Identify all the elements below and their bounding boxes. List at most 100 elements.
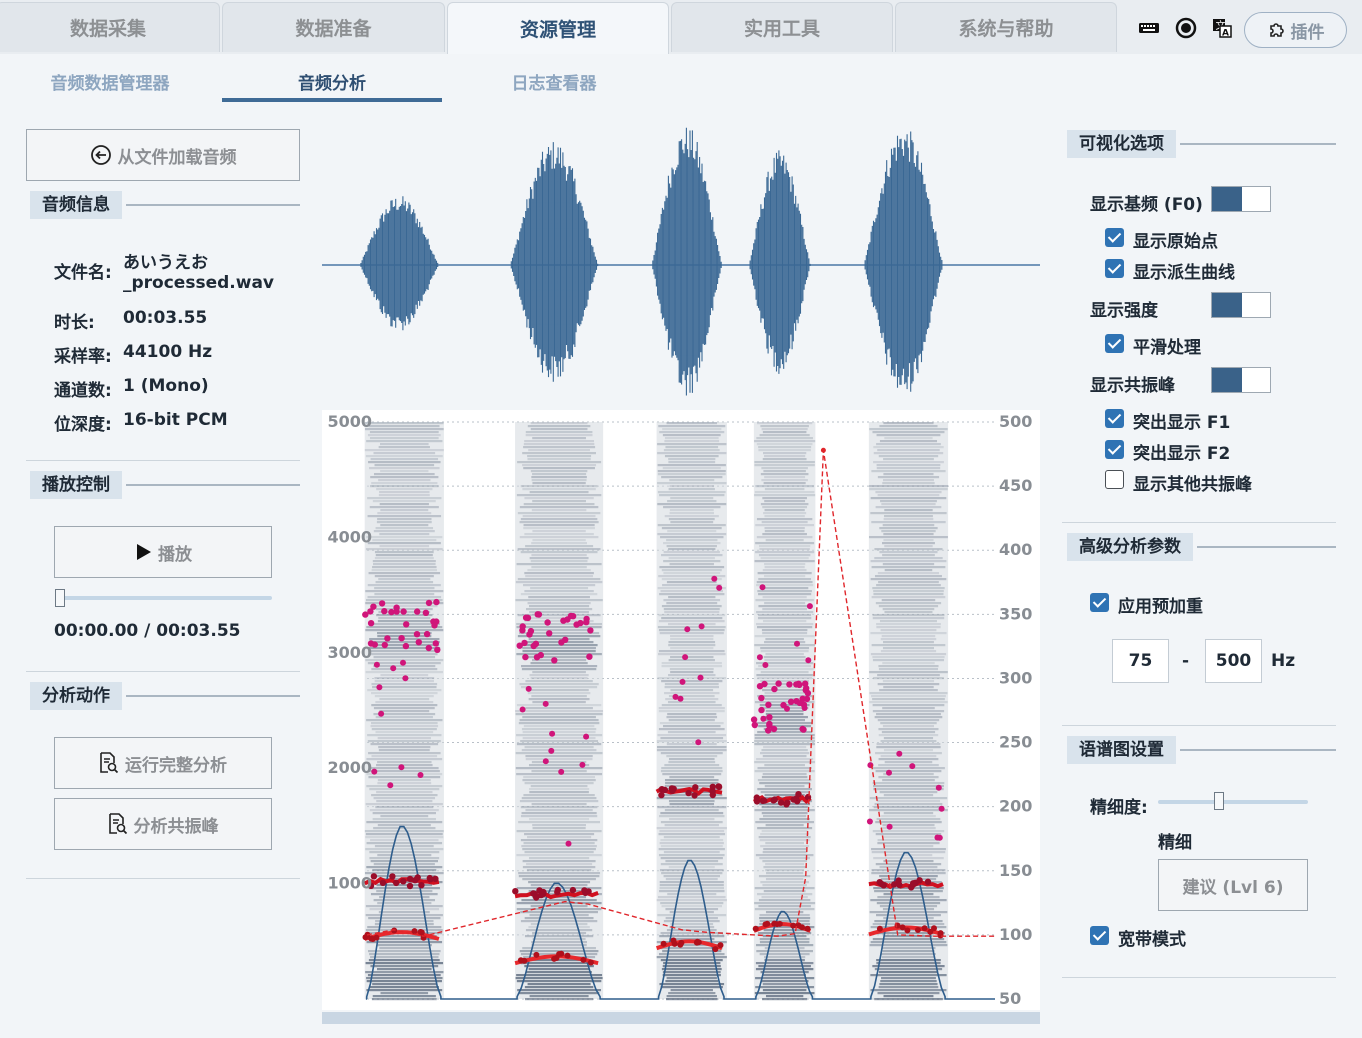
analyze-formants-button[interactable]: 分析共振峰	[54, 798, 272, 850]
run-full-analysis-button[interactable]: 运行完整分析	[54, 737, 272, 789]
plugin-button[interactable]: 插件	[1244, 12, 1347, 48]
show-raw-label: 显示原始点	[1133, 232, 1218, 252]
load-audio-button[interactable]: 从文件加载音频	[26, 129, 300, 181]
suggest-button[interactable]: 建议 (Lvl 6)	[1158, 859, 1308, 911]
waveform-segment	[652, 127, 722, 396]
tab-resource-management[interactable]: 资源管理	[447, 2, 669, 54]
divider	[1062, 725, 1336, 726]
divider	[1062, 522, 1336, 523]
translate-icon[interactable]: 文 A	[1211, 17, 1233, 39]
right-axis-tick: 100	[999, 925, 1032, 944]
audio-info-title: 音频信息	[30, 191, 122, 219]
subtab-audio-analysis[interactable]: 音频分析	[222, 62, 442, 100]
play-label: 播放	[158, 544, 192, 565]
subtab-active-indicator	[222, 98, 442, 102]
left-axis-tick: 5000	[327, 412, 372, 431]
playback-slider[interactable]	[56, 596, 272, 600]
detail-slider[interactable]	[1158, 800, 1308, 804]
right-axis-tick: 50	[999, 989, 1021, 1008]
right-axis-tick: 350	[999, 604, 1032, 623]
plugin-button-label: 插件	[1290, 22, 1325, 43]
subtab-log-viewer[interactable]: 日志查看器	[444, 62, 664, 100]
wideband-checkbox[interactable]	[1090, 926, 1109, 945]
left-axis-tick: 1000	[327, 874, 372, 893]
document-search-icon	[100, 752, 119, 774]
show-other-formants-checkbox[interactable]	[1105, 470, 1124, 489]
pitch-max-input[interactable]: 500	[1205, 639, 1262, 683]
tab-label: 系统与帮助	[958, 18, 1054, 40]
highlight-f2-label: 突出显示 F2	[1133, 444, 1231, 464]
show-derived-checkbox[interactable]	[1105, 259, 1124, 278]
right-axis-tick: 300	[999, 668, 1032, 687]
playback-title: 播放控制	[30, 471, 122, 499]
playback-slider-handle[interactable]	[55, 589, 65, 607]
right-axis-tick: 250	[999, 733, 1032, 752]
pitch-max-value: 500	[1215, 651, 1252, 671]
tab-utilities[interactable]: 实用工具	[671, 2, 893, 52]
pitch-unit: Hz	[1271, 651, 1296, 671]
vis-options-header: 可视化选项	[1067, 130, 1336, 158]
spectrogram-plot[interactable]: 1000 2000 3000 4000 5000 50 100 150 200 250 300 350…	[322, 410, 1040, 1025]
waveform-segment	[510, 142, 599, 382]
range-dash: -	[1182, 651, 1190, 671]
detail-value: 精细	[1158, 833, 1192, 853]
f0-peak-point	[820, 447, 826, 453]
tab-data-preparation[interactable]: 数据准备	[222, 2, 445, 52]
puzzle-icon	[1269, 23, 1284, 37]
divider	[26, 878, 300, 879]
right-axis-tick: 400	[999, 540, 1032, 559]
preemphasis-checkbox[interactable]	[1090, 593, 1109, 612]
formant-track	[866, 750, 945, 939]
highlight-f1-checkbox[interactable]	[1105, 409, 1124, 428]
waveform-plot[interactable]	[322, 118, 1040, 398]
duration-value: 00:03.55	[123, 308, 208, 328]
samplerate-label: 采样率:	[54, 347, 112, 367]
playback-time: 00:00.00 / 00:03.55	[54, 621, 241, 641]
show-f0-toggle[interactable]	[1211, 186, 1271, 212]
play-button[interactable]: 播放	[54, 526, 272, 578]
spectrogram-scrollbar[interactable]	[322, 1012, 1040, 1024]
pitch-min-input[interactable]: 75	[1112, 639, 1169, 683]
spectrogram-band	[364, 422, 444, 1001]
left-axis-tick: 2000	[327, 758, 372, 777]
wideband-label: 宽带模式	[1118, 930, 1186, 950]
suggest-label: 建议 (Lvl 6)	[1182, 877, 1284, 898]
playback-header: 播放控制	[30, 471, 300, 499]
show-derived-label: 显示派生曲线	[1133, 263, 1235, 283]
formant-track	[655, 575, 724, 953]
divider	[1062, 977, 1336, 978]
load-audio-label: 从文件加载音频	[117, 147, 237, 168]
highlight-f2-checkbox[interactable]	[1105, 440, 1124, 459]
waveform-segment	[864, 131, 944, 392]
right-axis-tick: 450	[999, 476, 1032, 495]
tab-system-help[interactable]: 系统与帮助	[895, 2, 1117, 52]
tab-label: 数据采集	[69, 18, 146, 40]
tab-label: 实用工具	[743, 18, 820, 40]
keyboard-icon[interactable]	[1138, 17, 1160, 39]
detail-slider-handle[interactable]	[1214, 792, 1224, 810]
channels-label: 通道数:	[54, 381, 112, 401]
show-intensity-toggle[interactable]	[1211, 292, 1271, 318]
show-raw-checkbox[interactable]	[1105, 228, 1124, 247]
right-axis-tick: 150	[999, 861, 1032, 880]
filename-value-line1: あいうえお	[123, 253, 208, 273]
record-icon[interactable]	[1175, 17, 1197, 39]
show-formants-toggle[interactable]	[1211, 367, 1271, 393]
preemphasis-label: 应用预加重	[1118, 597, 1203, 617]
highlight-f1-label: 突出显示 F1	[1133, 413, 1231, 433]
spectrogram-settings-title: 语谱图设置	[1067, 736, 1176, 764]
run-full-analysis-label: 运行完整分析	[125, 755, 227, 776]
formant-track	[750, 584, 813, 933]
analysis-header: 分析动作	[30, 682, 300, 710]
subtab-label: 音频数据管理器	[50, 73, 170, 94]
subtab-audio-data-manager[interactable]: 音频数据管理器	[0, 62, 220, 100]
spectrogram-settings-header: 语谱图设置	[1067, 736, 1336, 764]
show-intensity-label: 显示强度	[1090, 301, 1158, 321]
intensity-curve	[365, 825, 995, 1000]
smooth-checkbox[interactable]	[1105, 334, 1124, 353]
f0-contour	[366, 450, 995, 937]
duration-label: 时长:	[54, 313, 95, 333]
tab-data-collection[interactable]: 数据采集	[0, 2, 220, 52]
spectrogram-band	[515, 422, 604, 1001]
advanced-params-title: 高级分析参数	[1067, 533, 1193, 561]
